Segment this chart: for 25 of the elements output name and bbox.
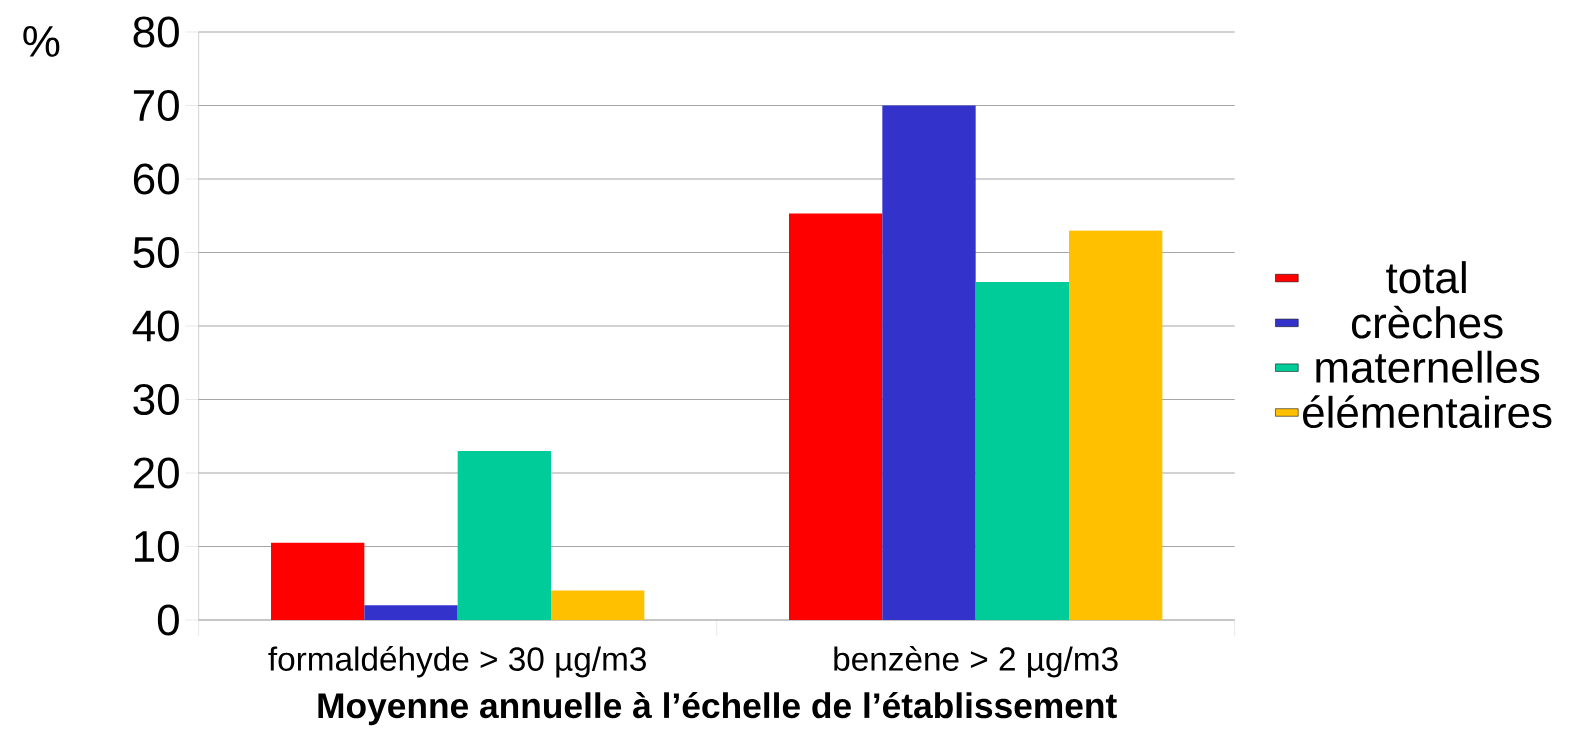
y-tick-label: 10 [135,530,179,563]
legend-label: élémentaires [1303,395,1552,429]
y-tick-label: 40 [132,310,179,342]
bar [789,213,883,620]
x-axis-title: Moyenne annuelle à l’échelle de l’établissement [318,691,1117,726]
x-tick-label: benzène > 2 µg/m3 [834,646,1118,678]
legend-label: maternelles [1316,350,1540,384]
legend-label: total [1386,261,1466,294]
legend-label: crèches [1351,305,1503,339]
y-tick-label: 50 [133,236,179,269]
bar [457,450,551,620]
bar [1069,230,1163,620]
y-tick-label: 0 [157,604,179,636]
x-tick-label: formaldéhyde > 30 µg/m3 [268,646,646,678]
bar [882,105,976,620]
y-tick-label: 30 [133,383,179,416]
bar [271,542,365,620]
y-tick-label: 60 [133,163,179,195]
bar [975,281,1069,620]
y-tick-label: 80 [133,16,179,48]
bar [551,590,645,620]
y-tick-label: 20 [133,457,179,489]
bar [364,605,458,620]
y-axis-title: % [23,26,60,57]
y-tick-label: 70 [133,89,179,122]
